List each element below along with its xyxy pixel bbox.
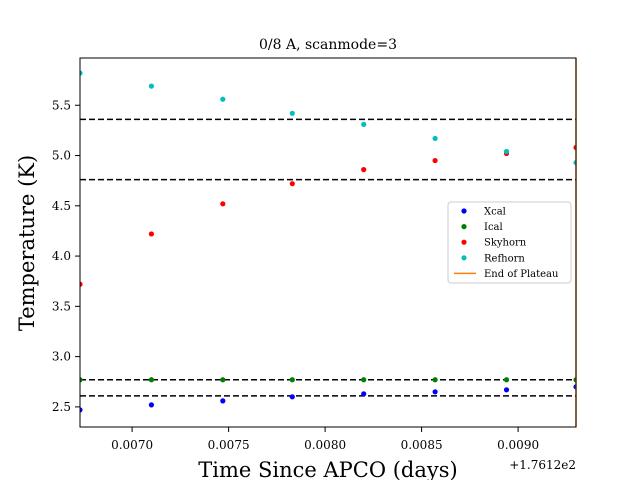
skyhorn-point [80,281,83,287]
x-tick-label: 0.0075 [208,438,250,452]
legend-label-refhorn: Refhorn [484,253,525,264]
ical-point [148,377,155,383]
ical-point [80,377,83,383]
legend-marker-ical [461,224,467,230]
legend-marker-xcal [461,208,467,214]
y-tick-label: 4.5 [52,199,71,213]
y-tick-label: 3.0 [52,350,71,364]
skyhorn-point [220,201,226,207]
y-tick-label: 4.0 [52,249,71,263]
xcal-point [503,387,510,393]
x-tick-label: 0.0090 [497,438,539,452]
xcal-point [220,398,226,404]
xcal-point [148,402,155,408]
xcal-point [80,407,83,413]
refhorn-point [503,148,510,155]
refhorn-point [432,135,438,142]
y-tick-label: 2.5 [52,400,71,414]
skyhorn-point [361,167,367,173]
legend-label-end-of-plateau: End of Plateau [484,269,559,280]
x-axis-label: Time Since APCO (days) [198,458,457,480]
xcal-point [432,389,438,395]
ical-point [503,377,510,383]
axis-ticks: 0.0070 0.0075 0.0080 0.0085 0.0090 2.5 3.0 3.5 4… [52,98,539,452]
xcal-point [361,391,367,397]
x-offset-label: +1.7612e2 [509,458,576,472]
ical-point [289,377,295,383]
x-tick-label: 0.0085 [401,438,443,452]
legend: Xcal Ical Skyhorn Refhorn End of Plateau [447,201,572,284]
refhorn-point [289,110,295,116]
legend-label-ical: Ical [484,222,503,233]
ical-point [361,377,367,383]
y-tick-label: 5.5 [52,98,71,112]
legend-box [447,201,572,284]
ical-point [432,377,438,383]
legend-label-skyhorn: Skyhorn [484,238,527,249]
y-tick-label: 5.0 [52,149,71,163]
y-tick-label: 3.5 [52,299,71,313]
y-axis-label: Temperature (K) [15,155,39,331]
skyhorn-point [289,181,295,187]
chart-title: 0/8 A, scanmode=3 [259,37,397,53]
skyhorn-point [432,157,438,164]
skyhorn-point [148,231,155,237]
x-tick-label: 0.0080 [304,438,346,452]
refhorn-point [80,70,83,76]
refhorn-point [148,83,155,89]
refhorn-point [220,96,226,102]
refhorn-point [361,121,367,127]
legend-marker-refhorn [461,255,467,261]
legend-label-xcal: Xcal [484,207,506,218]
ical-point [220,377,226,383]
plot-content [80,70,576,413]
x-tick-label: 0.0070 [111,438,153,452]
axes-frame [79,57,577,428]
xcal-point [289,394,295,400]
legend-marker-skyhorn [461,239,467,245]
